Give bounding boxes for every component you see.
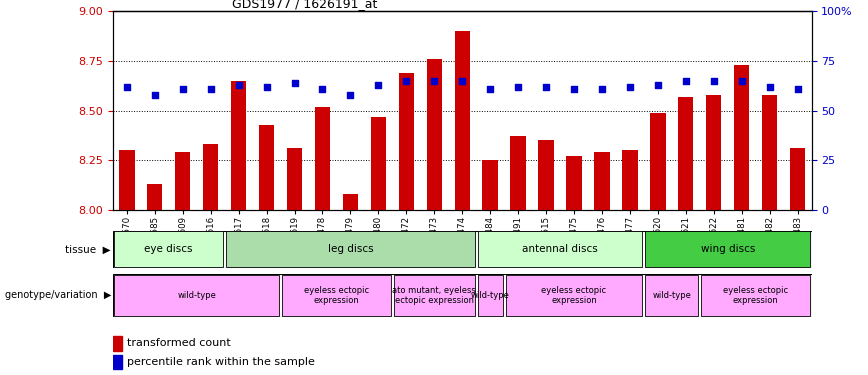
- Bar: [734, 65, 749, 210]
- Text: ato mutant, eyeless
ectopic expression: ato mutant, eyeless ectopic expression: [392, 286, 477, 305]
- Bar: [371, 117, 386, 210]
- Text: tissue  ▶: tissue ▶: [65, 244, 111, 254]
- Point: [791, 86, 805, 92]
- Bar: [477, 231, 642, 267]
- Point: [679, 78, 693, 84]
- Bar: [343, 194, 358, 210]
- Bar: [226, 231, 475, 267]
- Text: percentile rank within the sample: percentile rank within the sample: [128, 357, 315, 367]
- Bar: [203, 144, 219, 210]
- Bar: [115, 231, 223, 267]
- Point: [148, 92, 161, 98]
- Point: [120, 84, 134, 90]
- Point: [539, 84, 553, 90]
- Bar: [147, 184, 162, 210]
- Bar: [645, 231, 810, 267]
- Point: [734, 78, 748, 84]
- Text: wild-type: wild-type: [653, 291, 691, 300]
- Bar: [286, 148, 302, 210]
- Bar: [477, 274, 503, 316]
- Point: [316, 86, 330, 92]
- Point: [287, 80, 301, 86]
- Bar: [282, 274, 391, 316]
- Point: [707, 78, 720, 84]
- Bar: [645, 274, 699, 316]
- Text: GDS1977 / 1626191_at: GDS1977 / 1626191_at: [232, 0, 377, 10]
- Point: [651, 82, 665, 88]
- Text: eye discs: eye discs: [144, 244, 193, 254]
- Bar: [259, 124, 274, 210]
- Text: eyeless ectopic
expression: eyeless ectopic expression: [304, 286, 369, 305]
- Bar: [231, 81, 247, 210]
- Bar: [505, 274, 642, 316]
- Bar: [566, 156, 582, 210]
- Bar: [115, 274, 279, 316]
- Bar: [701, 274, 810, 316]
- Point: [427, 78, 441, 84]
- Bar: [315, 106, 330, 210]
- Point: [399, 78, 413, 84]
- Bar: [762, 95, 778, 210]
- Text: wild-type: wild-type: [470, 291, 510, 300]
- Point: [455, 78, 469, 84]
- Text: leg discs: leg discs: [327, 244, 373, 254]
- Text: wild-type: wild-type: [177, 291, 216, 300]
- Point: [763, 84, 777, 90]
- Bar: [510, 136, 526, 210]
- Text: wing discs: wing discs: [700, 244, 755, 254]
- Point: [260, 84, 273, 90]
- Bar: [398, 73, 414, 210]
- Bar: [113, 355, 122, 369]
- Point: [483, 86, 497, 92]
- Point: [204, 86, 218, 92]
- Bar: [483, 160, 498, 210]
- Bar: [706, 95, 721, 210]
- Bar: [790, 148, 806, 210]
- Point: [567, 86, 581, 92]
- Bar: [455, 31, 470, 210]
- Bar: [650, 112, 666, 210]
- Point: [595, 86, 609, 92]
- Text: antennal discs: antennal discs: [523, 244, 598, 254]
- Text: eyeless ectopic
expression: eyeless ectopic expression: [723, 286, 788, 305]
- Point: [175, 86, 189, 92]
- Bar: [678, 97, 694, 210]
- Bar: [595, 152, 609, 210]
- Bar: [426, 59, 442, 210]
- Bar: [622, 150, 638, 210]
- Point: [344, 92, 358, 98]
- Bar: [394, 274, 475, 316]
- Bar: [119, 150, 135, 210]
- Text: genotype/variation  ▶: genotype/variation ▶: [4, 290, 111, 300]
- Point: [511, 84, 525, 90]
- Point: [232, 82, 246, 88]
- Bar: [175, 152, 190, 210]
- Text: eyeless ectopic
expression: eyeless ectopic expression: [542, 286, 607, 305]
- Point: [623, 84, 637, 90]
- Bar: [538, 141, 554, 210]
- Text: transformed count: transformed count: [128, 339, 231, 348]
- Bar: [113, 336, 122, 351]
- Point: [372, 82, 385, 88]
